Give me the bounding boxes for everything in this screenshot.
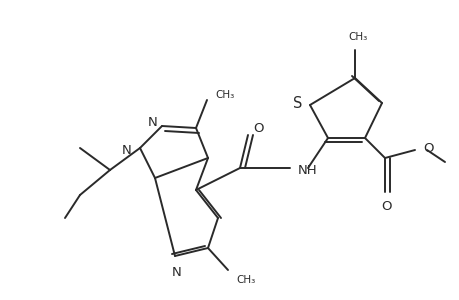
Text: N: N <box>122 143 132 157</box>
Text: N: N <box>148 116 157 128</box>
Text: CH₃: CH₃ <box>347 32 367 42</box>
Text: N: N <box>172 266 181 279</box>
Text: O: O <box>252 122 263 136</box>
Text: O: O <box>381 200 392 213</box>
Text: NH: NH <box>297 164 317 176</box>
Text: CH₃: CH₃ <box>214 90 234 100</box>
Text: S: S <box>292 95 302 110</box>
Text: CH₃: CH₃ <box>235 275 255 285</box>
Text: O: O <box>422 142 432 155</box>
